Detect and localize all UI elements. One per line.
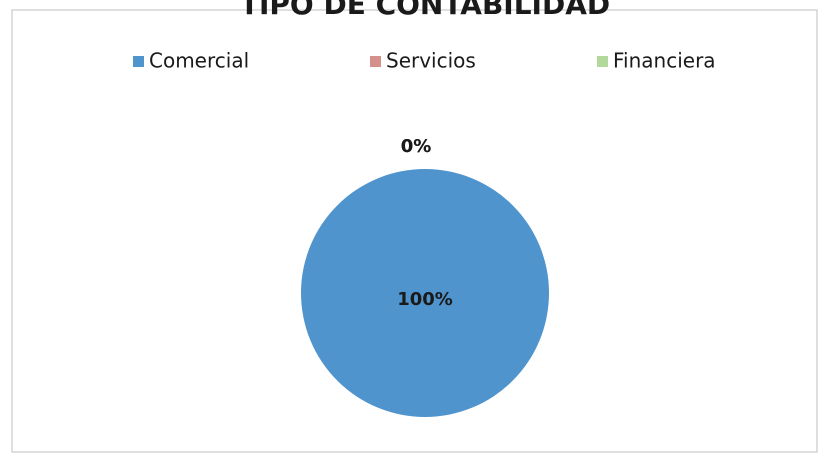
data-label: 0%: [401, 136, 432, 157]
legend-label: Servicios: [386, 49, 476, 73]
data-label: 0%: [401, 136, 432, 157]
legend-swatch: [597, 56, 608, 67]
legend-swatch: [370, 56, 381, 67]
legend-label: Comercial: [149, 49, 249, 73]
chart-title: TIPO DE CONTABILIDAD: [240, 0, 610, 21]
legend-label: Financiera: [613, 49, 716, 73]
legend-swatch: [133, 56, 144, 67]
data-label: 100%: [397, 289, 453, 310]
pie-slice: [301, 169, 549, 417]
